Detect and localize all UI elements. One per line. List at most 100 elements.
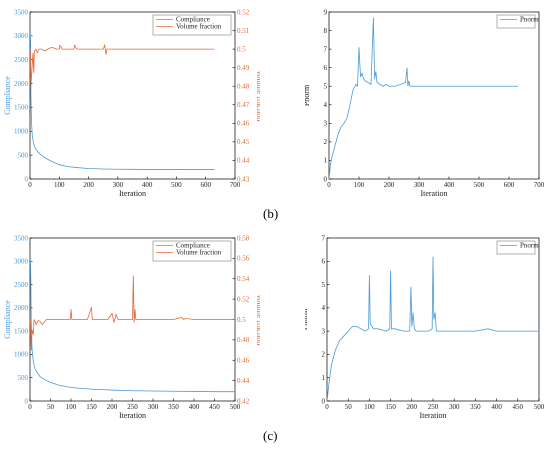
y2-tick-label: 0.48: [237, 83, 250, 91]
legend-label: Pnorm: [520, 242, 539, 250]
x-tick-label: 300: [414, 181, 425, 189]
y2-tick-label: 0.52: [237, 8, 250, 16]
series-line-compliance: [30, 258, 235, 393]
y2-tick-label: 0.5: [237, 316, 246, 324]
x-tick-label: 300: [148, 403, 159, 411]
x-tick-label: 250: [428, 403, 439, 411]
x-tick-label: 350: [168, 403, 179, 411]
x-tick-label: 350: [470, 403, 481, 411]
y-tick-label: 3500: [14, 8, 29, 16]
x-axis-label: Iteration: [119, 189, 146, 198]
x-tick-label: 100: [364, 403, 375, 411]
x-tick-label: 100: [354, 181, 365, 189]
x-tick-label: 300: [113, 181, 124, 189]
legend-label: Volume fraction: [176, 249, 222, 257]
x-tick-label: 200: [83, 181, 94, 189]
y2-tick-label: 0.43: [237, 175, 250, 183]
y-tick-label: 3500: [14, 234, 29, 242]
y-tick-label: 1500: [14, 104, 29, 112]
legend-label: Compliance: [176, 16, 210, 24]
legend-label: Compliance: [176, 242, 210, 250]
y-tick-label: 2: [322, 351, 326, 359]
y-tick-label: 7: [324, 45, 328, 53]
legend-box: [496, 240, 536, 255]
y-tick-label: 3: [322, 327, 326, 335]
series-line-volume-fraction: [30, 275, 235, 351]
x-tick-label: 0: [28, 403, 32, 411]
y-tick-label: 5: [322, 281, 326, 289]
y-axis-label: Pnorm: [305, 308, 309, 330]
y-axis-label: Compliance: [3, 300, 12, 339]
x-tick-label: 500: [171, 181, 182, 189]
y-tick-label: 500: [18, 374, 29, 382]
y2-tick-label: 0.44: [237, 377, 250, 385]
y2-tick-label: 0.49: [237, 64, 250, 72]
x-tick-label: 500: [534, 403, 545, 411]
series-line-pnorm: [328, 17, 518, 180]
y-tick-label: 3000: [14, 258, 29, 266]
plot-frame: [29, 11, 236, 180]
y-tick-label: 7: [322, 234, 326, 242]
chart-c-compliance-volume: 0 50 100 150 200 250 300 350 400 450 500 0 500 1000 15…: [3, 234, 260, 420]
x-tick-label: 50: [345, 403, 353, 411]
x-tick-label: 700: [230, 181, 241, 189]
x-tick-label: 50: [47, 403, 55, 411]
y-tick-label: 2500: [14, 281, 29, 289]
series-line-pnorm: [326, 256, 539, 402]
x-tick-label: 0: [28, 181, 32, 189]
y2-tick-label: 0.46: [237, 120, 250, 128]
legend-label: Volume fraction: [176, 23, 222, 31]
y-tick-label: 1000: [14, 351, 29, 359]
y-tick-label: 2000: [14, 304, 29, 312]
caption-c: (c): [263, 428, 278, 443]
y-tick-label: 3: [324, 120, 328, 128]
y-tick-label: 0: [25, 175, 29, 183]
y2-axis-label: Volume fraction: [255, 70, 260, 122]
y-tick-label: 2500: [14, 56, 29, 64]
series-line-compliance: [29, 33, 215, 170]
y-tick-label: 2000: [14, 80, 29, 88]
x-tick-label: 400: [142, 181, 153, 189]
chart-c-pnorm: 0 50 100 150 200 250 300 350 400 450 500 0 1 2 3 4 5 6 7 It…: [305, 234, 545, 420]
y2-tick-label: 0.58: [237, 234, 250, 242]
y-tick-label: 1: [322, 374, 326, 382]
x-tick-label: 0: [325, 403, 329, 411]
x-tick-label: 500: [474, 181, 485, 189]
x-axis-label: Iteration: [419, 411, 446, 420]
x-tick-label: 300: [449, 403, 460, 411]
y-tick-label: 1: [324, 157, 328, 165]
x-tick-label: 200: [407, 403, 418, 411]
y-tick-label: 1000: [14, 128, 29, 136]
chart-b-pnorm: 0 100 200 300 400 500 600 700 0 1 2 3 4 5 6 7 8 9 Iteratio…: [305, 8, 545, 198]
x-tick-label: 450: [513, 403, 524, 411]
x-tick-label: 600: [504, 181, 515, 189]
y-tick-label: 4: [322, 304, 326, 312]
y2-tick-label: 0.5: [237, 45, 246, 53]
y-tick-label: 1500: [14, 327, 29, 335]
x-tick-label: 250: [127, 403, 138, 411]
y2-tick-label: 0.56: [237, 255, 250, 263]
x-tick-label: 450: [209, 403, 220, 411]
x-tick-label: 400: [189, 403, 200, 411]
y-axis-label: Compliance: [3, 76, 12, 115]
x-tick-label: 100: [66, 403, 77, 411]
y-tick-label: 4: [324, 101, 328, 109]
y-tick-label: 3000: [14, 32, 29, 40]
legend-box: [496, 14, 536, 29]
x-axis-label: Iteration: [420, 189, 447, 198]
chart-b-compliance-volume: 0 100 200 300 400 500 600 700 0 500 1000 1500 2000 25…: [3, 8, 260, 198]
legend-box: [152, 240, 232, 262]
y-axis-label: Pnorm: [305, 84, 311, 106]
y2-tick-label: 0.44: [237, 157, 250, 165]
y2-tick-label: 0.45: [237, 138, 250, 146]
y-tick-label: 8: [324, 27, 328, 35]
x-tick-label: 150: [385, 403, 396, 411]
y-tick-label: 0: [324, 175, 328, 183]
y2-tick-label: 0.42: [237, 397, 250, 405]
y-tick-label: 2: [324, 138, 328, 146]
y-tick-label: 9: [324, 8, 328, 16]
y-tick-label: 5: [324, 83, 328, 91]
x-tick-label: 200: [107, 403, 118, 411]
legend-box: [152, 14, 232, 36]
x-axis-label: Iteration: [119, 411, 146, 420]
